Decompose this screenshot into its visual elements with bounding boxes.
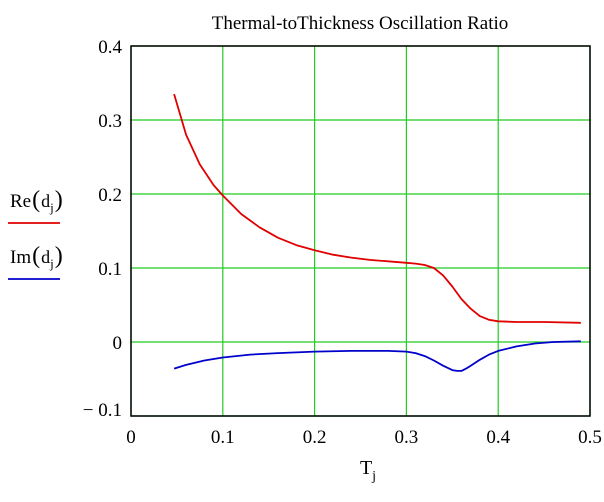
series-line-im: [173, 340, 581, 372]
x-tick-label-2: 0.2: [303, 427, 327, 448]
y-tick-label-1: 0: [113, 333, 123, 354]
y-tick-label-3: 0.2: [98, 185, 122, 206]
legend-label-re: Re(dj): [10, 187, 63, 215]
x-tick-labels: 0 0.1 0.2 0.3 0.4 0.5: [126, 427, 602, 448]
y-tick-label-0: − 0.1: [83, 400, 122, 421]
x-axis-label: Tj: [360, 457, 376, 484]
x-tick-label-3: 0.3: [395, 427, 419, 448]
legend-label-im: Im(dj): [10, 243, 63, 271]
series-line-re: [173, 93, 581, 324]
grid: [130, 45, 591, 417]
y-tick-labels: − 0.1 0 0.1 0.2 0.3 0.4: [83, 37, 123, 421]
x-axis-label-sub: j: [371, 469, 376, 484]
x-tick-label-4: 0.4: [486, 427, 510, 448]
series-layer: [173, 93, 581, 372]
x-tick-label-0: 0: [126, 427, 136, 448]
legend: Re(dj) Im(dj): [8, 187, 63, 280]
chart-title: Thermal-toThickness Oscillation Ratio: [212, 13, 509, 34]
y-tick-label-5: 0.4: [98, 37, 122, 58]
x-axis-label-base: T: [360, 457, 372, 479]
plot-frame: [130, 45, 591, 417]
y-tick-label-4: 0.3: [98, 111, 122, 132]
x-tick-label-5: 0.5: [578, 427, 602, 448]
y-tick-label-2: 0.1: [98, 259, 122, 280]
x-tick-label-1: 0.1: [211, 427, 235, 448]
